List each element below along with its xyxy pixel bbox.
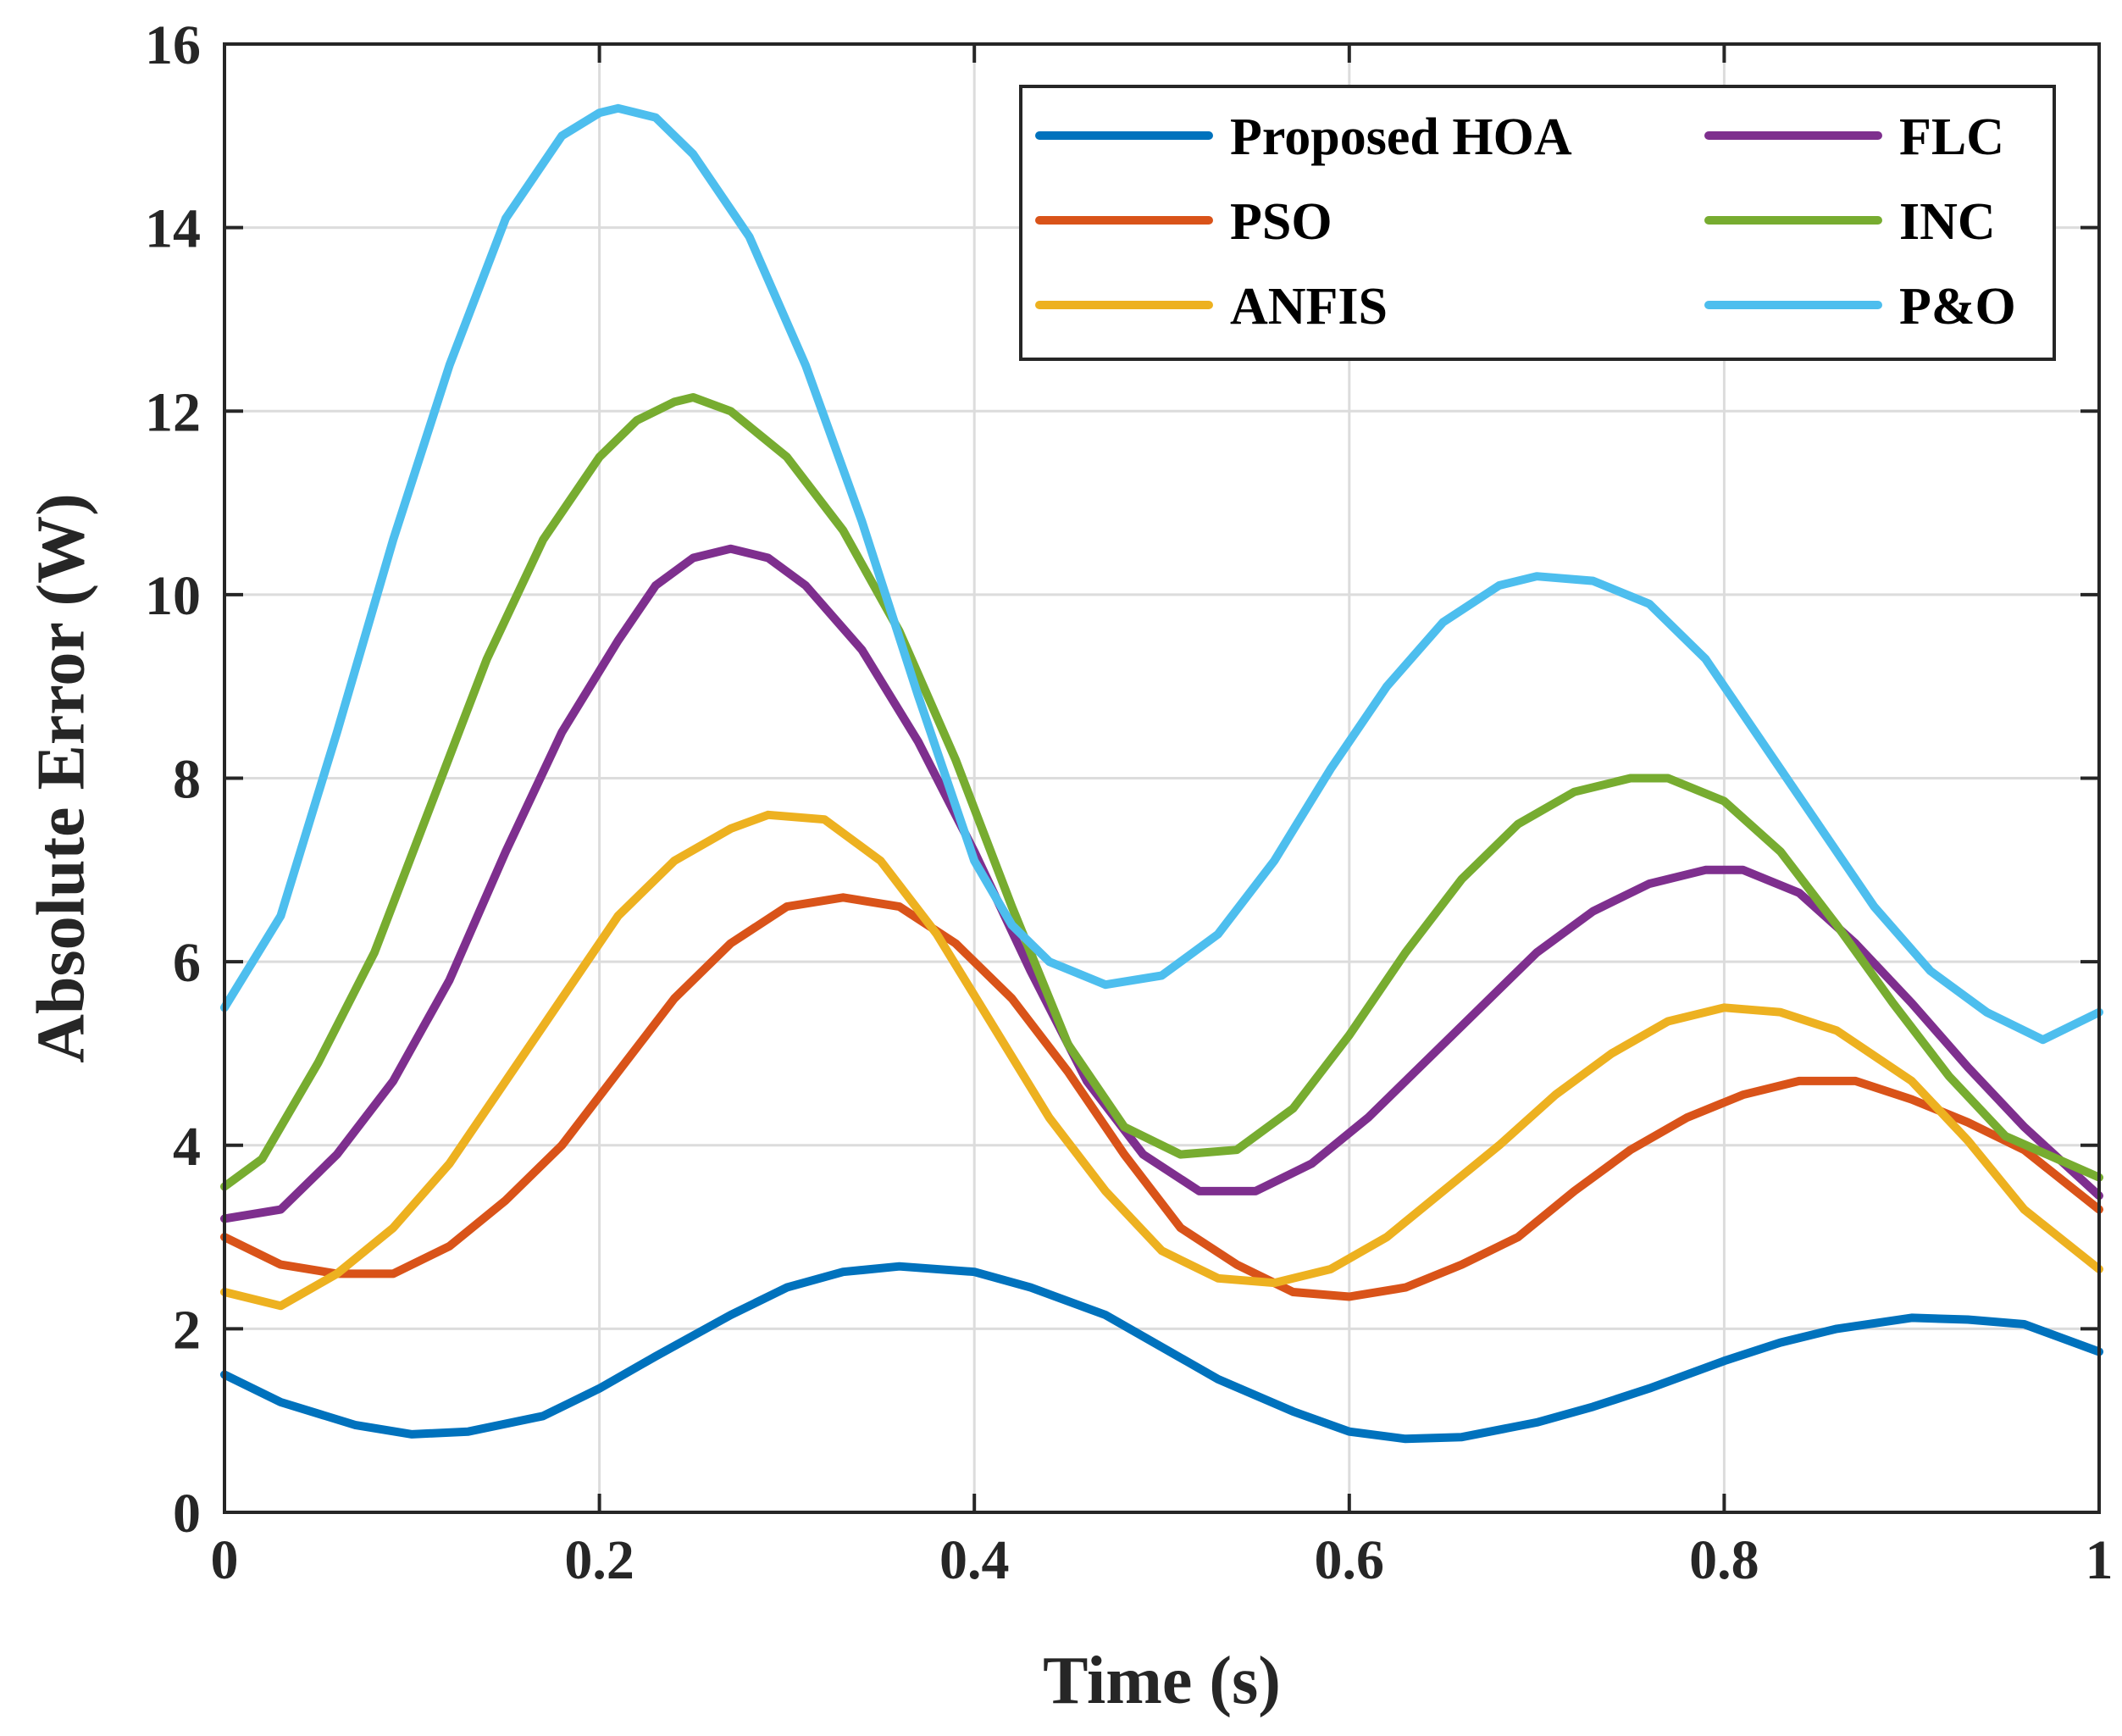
y-tick-label: 16: [145, 14, 201, 76]
legend-label: INC: [1899, 193, 1996, 251]
y-tick-label: 12: [145, 381, 201, 443]
y-tick-label: 4: [173, 1116, 201, 1178]
x-axis-title: Time (s): [1043, 1644, 1281, 1718]
y-tick-label: 14: [145, 198, 201, 260]
x-tick-label: 0: [211, 1529, 239, 1591]
series-line-proposed-hoa: [220, 1262, 2103, 1444]
legend-label: FLC: [1899, 108, 2004, 166]
y-tick-label: 2: [173, 1299, 201, 1361]
x-tick-label: 0.6: [1315, 1529, 1385, 1591]
legend-label: ANFIS: [1230, 278, 1388, 336]
ticks: [223, 42, 2101, 1514]
legend-label: Proposed HOA: [1230, 108, 1572, 166]
x-tick-label: 0.4: [939, 1529, 1010, 1591]
y-tick-label: 10: [145, 565, 201, 627]
series-lines: [220, 103, 2103, 1444]
series-line-anfis: [220, 810, 2103, 1311]
legend: Proposed HOA PSO ANFIS FLC INC P&O: [1019, 85, 2056, 361]
legend-label: PSO: [1230, 193, 1332, 251]
legend-label: P&O: [1899, 278, 2016, 336]
x-tick-label: 0.2: [564, 1529, 634, 1591]
x-tick-label: 0.8: [1689, 1529, 1759, 1591]
y-tick-label: 8: [173, 749, 201, 811]
y-tick-label: 6: [173, 932, 201, 994]
series-line-pso: [220, 893, 2103, 1301]
x-tick-label: 1: [2086, 1529, 2114, 1591]
y-axis-title: Absolute Error (W): [24, 493, 98, 1063]
y-tick-label: 0: [173, 1483, 201, 1545]
series-line-inc: [220, 393, 2103, 1191]
series-line-p-o: [220, 103, 2103, 1045]
